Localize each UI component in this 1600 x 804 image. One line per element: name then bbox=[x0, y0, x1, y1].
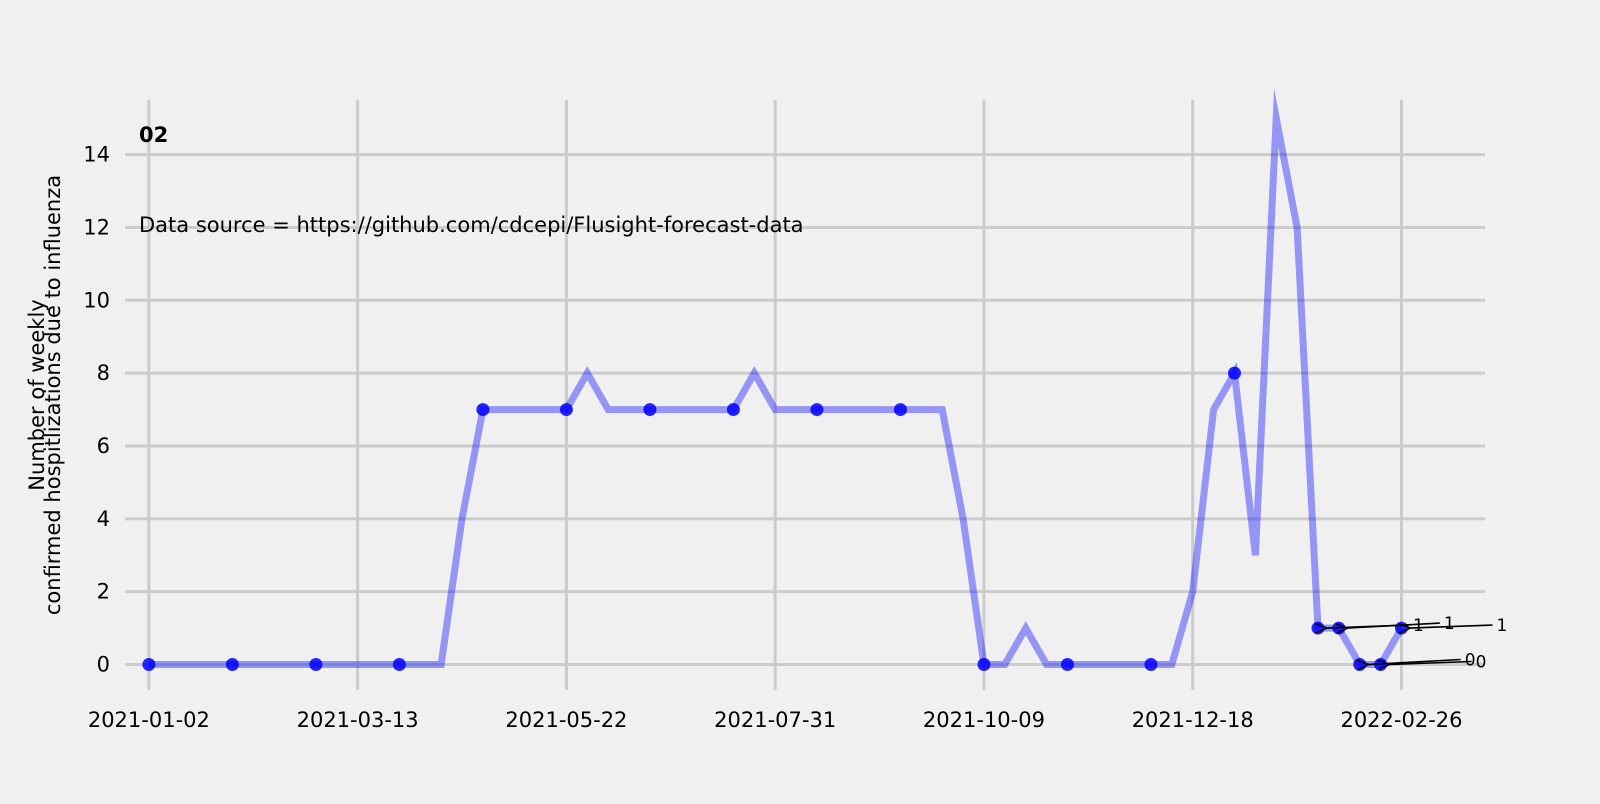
y-tick-label: 14 bbox=[83, 143, 110, 167]
x-tick-label: 2021-03-13 bbox=[297, 708, 419, 732]
data-point bbox=[1394, 621, 1408, 635]
y-tick-label: 10 bbox=[83, 288, 110, 312]
data-point bbox=[142, 658, 156, 672]
annotation-label: 0 bbox=[1465, 651, 1476, 671]
series-line bbox=[148, 88, 1405, 668]
data-point bbox=[559, 403, 573, 417]
data-point bbox=[392, 658, 406, 672]
y-tick-label: 4 bbox=[97, 507, 110, 531]
grid bbox=[125, 100, 1485, 690]
y-axis-label: Number of weekly confirmed hospitlizatio… bbox=[25, 175, 65, 615]
y-tick-label: 2 bbox=[97, 580, 110, 604]
y-tick-label: 0 bbox=[97, 653, 110, 677]
annotation-arrow bbox=[1389, 662, 1472, 665]
data-point bbox=[643, 403, 657, 417]
data-point bbox=[1144, 658, 1158, 672]
annotation-label: 1 bbox=[1496, 616, 1507, 636]
data-point bbox=[1311, 621, 1325, 635]
x-tick-label: 2021-07-31 bbox=[714, 708, 836, 732]
x-tick-label: 2021-01-02 bbox=[88, 708, 210, 732]
x-tick-label: 2022-02-26 bbox=[1340, 708, 1462, 732]
data-point bbox=[893, 403, 907, 417]
data-point bbox=[726, 403, 740, 417]
data-point bbox=[810, 403, 824, 417]
x-tick-label: 2021-10-09 bbox=[923, 708, 1045, 732]
x-axis-ticks: 2021-01-02 2021-03-13 2021-05-22 2021-07-31… bbox=[88, 708, 1463, 732]
y-axis-ticks: 0 2 4 6 8 10 12 14 bbox=[83, 143, 110, 677]
data-point bbox=[1353, 658, 1367, 672]
y-tick-label: 8 bbox=[97, 361, 110, 385]
annotations: 1 1 10 0 bbox=[1326, 614, 1507, 673]
data-point bbox=[225, 658, 239, 672]
y-axis-label-line2: confirmed hospitlizations due to influen… bbox=[41, 175, 65, 615]
y-axis-label-line1: Number of weekly bbox=[25, 299, 49, 490]
data-point bbox=[309, 658, 323, 672]
x-tick-label: 2021-12-18 bbox=[1132, 708, 1254, 732]
annotation-arrow bbox=[1409, 625, 1493, 628]
annotation-arrow bbox=[1347, 622, 1440, 628]
y-tick-label: 12 bbox=[83, 215, 110, 239]
data-point bbox=[977, 658, 991, 672]
annotation-label: 1 bbox=[1413, 616, 1424, 636]
source-note: Data source = https://github.com/cdcepi/… bbox=[139, 213, 804, 237]
panel-label: 02 bbox=[139, 123, 168, 147]
data-point bbox=[1060, 658, 1074, 672]
annotation-label: 1 bbox=[1444, 614, 1455, 634]
data-point bbox=[476, 403, 490, 417]
data-point bbox=[1227, 366, 1241, 380]
annotation-label: 0 bbox=[1476, 653, 1487, 673]
x-tick-label: 2021-05-22 bbox=[505, 708, 627, 732]
y-tick-label: 6 bbox=[97, 434, 110, 458]
series-line-group bbox=[148, 88, 1405, 668]
